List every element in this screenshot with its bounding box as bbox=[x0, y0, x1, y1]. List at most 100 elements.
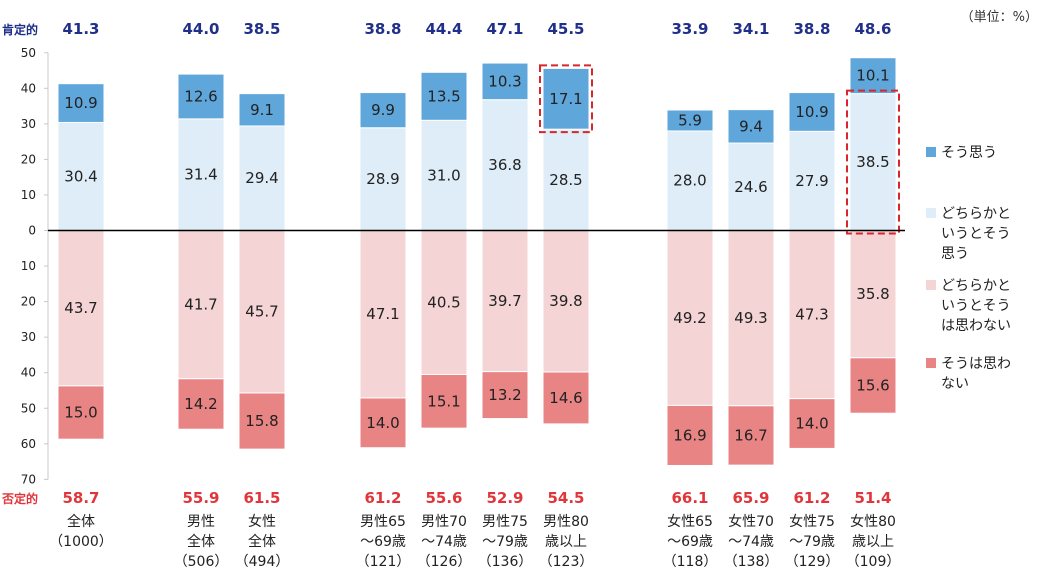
bar-segment-somewhat-agree bbox=[57, 121, 105, 231]
bar-segment-strongly-agree bbox=[666, 109, 714, 132]
bar-segment-strongly-agree bbox=[481, 62, 529, 101]
category-label: 女性80 bbox=[850, 513, 896, 530]
positive-total-label: 38.5 bbox=[243, 20, 280, 38]
bar-segment-somewhat-agree bbox=[177, 118, 225, 231]
bar-value-label: 15.8 bbox=[245, 412, 278, 430]
bar-segment-strongly-disagree bbox=[481, 371, 529, 420]
legend-swatch bbox=[926, 280, 936, 290]
category-label: （138） bbox=[724, 554, 779, 570]
bar-segment-strongly-disagree bbox=[788, 398, 836, 449]
positive-total-label: 38.8 bbox=[364, 20, 401, 38]
bar-segment-strongly-disagree bbox=[542, 371, 590, 425]
bar-value-label: 39.8 bbox=[549, 292, 582, 310]
positive-total-label: 44.0 bbox=[182, 20, 219, 38]
bar-value-label: 14.6 bbox=[549, 389, 582, 407]
y-tick-label: 10 bbox=[21, 188, 36, 202]
bar-value-label: 15.6 bbox=[856, 376, 889, 394]
category-label: （1000） bbox=[49, 534, 113, 550]
bar-value-label: 41.7 bbox=[184, 296, 217, 314]
legend-label: どちらかと bbox=[941, 206, 1011, 222]
legend-swatch bbox=[926, 147, 936, 157]
category-label: 女性70 bbox=[728, 513, 774, 530]
category-label: 男性80 bbox=[543, 514, 589, 530]
bar-segment-strongly-agree bbox=[788, 92, 836, 132]
bar-segment-somewhat-disagree bbox=[727, 230, 775, 407]
negative-total-label: 61.2 bbox=[364, 489, 401, 507]
bar-value-label: 28.0 bbox=[673, 172, 706, 190]
negative-total-label: 51.4 bbox=[854, 489, 891, 507]
bar-value-label: 5.9 bbox=[678, 111, 702, 129]
y-tick-label: 40 bbox=[21, 81, 36, 95]
bar-segment-strongly-disagree bbox=[727, 405, 775, 466]
bar-segment-somewhat-agree bbox=[542, 128, 590, 231]
bar-segment-somewhat-disagree bbox=[666, 230, 714, 406]
category-label: 男性75 bbox=[482, 514, 528, 530]
y-tick-label: 20 bbox=[21, 152, 36, 166]
legend-label: ない bbox=[941, 376, 969, 392]
category-label: （118） bbox=[663, 554, 718, 570]
bar-segment-strongly-agree bbox=[542, 67, 590, 130]
bar-value-label: 30.4 bbox=[64, 167, 97, 185]
negative-row-label: 否定的 bbox=[1, 491, 38, 506]
bar-value-label: 9.9 bbox=[371, 101, 395, 119]
legend-label: どちらかと bbox=[941, 278, 1011, 294]
bar-value-label: 16.9 bbox=[673, 426, 706, 444]
category-label: （129） bbox=[785, 554, 840, 570]
bars: 30.4 10.9 43.7 15.0 31.4 12.6 41.7 14.2 29.4 9.1 4… bbox=[48, 57, 905, 466]
bar-segment-strongly-agree bbox=[849, 57, 897, 95]
category-label: （121） bbox=[356, 554, 411, 570]
bar-segment-strongly-agree bbox=[359, 92, 407, 129]
category-label: ～79歳 bbox=[482, 534, 528, 550]
legend-label: そうは思わ bbox=[941, 356, 1011, 372]
negative-total-label: 58.7 bbox=[62, 489, 99, 507]
bar-value-label: 13.5 bbox=[427, 87, 460, 105]
category-label: （109） bbox=[846, 554, 901, 570]
category-labels: 全体（1000）男性全体（506）女性全体（494）男性65～69歳（121）男… bbox=[49, 513, 900, 570]
totals: 41.3 58.7 44.0 55.9 38.5 61.5 38.8 61.2 44.4 55.6… bbox=[62, 20, 891, 507]
bar-value-label: 10.9 bbox=[795, 103, 828, 121]
bar-segment-strongly-agree bbox=[177, 73, 225, 120]
category-label: 全体 bbox=[67, 513, 95, 530]
bar-value-label: 14.0 bbox=[366, 414, 399, 432]
positive-total-label: 48.6 bbox=[854, 20, 891, 38]
category-label: 女性65 bbox=[667, 513, 713, 530]
y-tick-label: 30 bbox=[21, 117, 36, 131]
negative-total-label: 61.5 bbox=[243, 489, 280, 507]
unit-label: （単位：%） bbox=[961, 9, 1038, 25]
bar-value-label: 27.9 bbox=[795, 172, 828, 190]
bar-value-label: 17.1 bbox=[549, 90, 582, 108]
bar-segment-strongly-disagree bbox=[177, 378, 225, 430]
bar-segment-somewhat-disagree bbox=[359, 230, 407, 399]
legend-swatch bbox=[926, 358, 936, 368]
negative-total-label: 66.1 bbox=[671, 489, 708, 507]
bar-value-label: 47.3 bbox=[795, 306, 828, 324]
bar-segment-strongly-disagree bbox=[849, 357, 897, 414]
bar-value-label: 38.5 bbox=[856, 153, 889, 171]
bar-segment-somewhat-agree bbox=[238, 125, 286, 231]
legend-label: 思う bbox=[941, 246, 969, 262]
y-tick-label: 30 bbox=[21, 330, 36, 344]
positive-total-label: 34.1 bbox=[732, 20, 769, 38]
bar-value-label: 29.4 bbox=[245, 169, 278, 187]
bar-value-label: 31.0 bbox=[427, 166, 460, 184]
category-label: ～69歳 bbox=[360, 534, 406, 550]
positive-row-label: 肯定的 bbox=[2, 22, 38, 37]
bar-segment-somewhat-disagree bbox=[542, 230, 590, 373]
y-tick-label: 10 bbox=[21, 259, 36, 273]
bar-segment-somewhat-disagree bbox=[849, 230, 897, 359]
negative-total-label: 55.9 bbox=[182, 489, 219, 507]
negative-total-label: 52.9 bbox=[486, 489, 523, 507]
y-tick-label: 50 bbox=[21, 401, 36, 415]
bar-value-label: 16.7 bbox=[734, 426, 767, 444]
bar-value-label: 24.6 bbox=[734, 178, 767, 196]
bar-value-label: 10.1 bbox=[856, 67, 889, 85]
category-label: （123） bbox=[539, 554, 594, 570]
bar-value-label: 14.0 bbox=[795, 415, 828, 433]
category-label: 歳以上 bbox=[852, 534, 894, 550]
positive-total-label: 44.4 bbox=[425, 20, 462, 38]
y-tick-label: 20 bbox=[21, 295, 36, 309]
bar-value-label: 49.2 bbox=[673, 309, 706, 327]
bar-segment-somewhat-disagree bbox=[481, 230, 529, 373]
